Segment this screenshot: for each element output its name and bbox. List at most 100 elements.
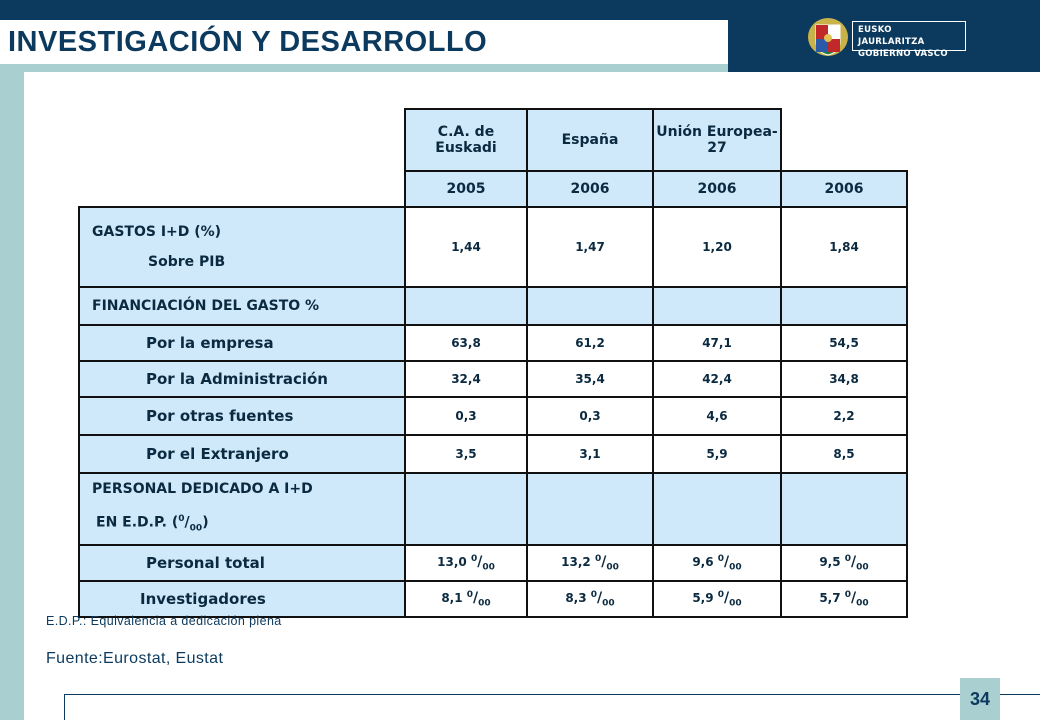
per-mil-sup: 0: [844, 553, 852, 564]
footer-tick: [64, 694, 65, 720]
per-mil-slash: /: [597, 589, 603, 606]
table-corner: [79, 109, 405, 171]
blank-cell: [404, 472, 528, 546]
per-mil-sup: 0: [844, 589, 852, 600]
year-header: 2006: [652, 170, 782, 208]
page-title: INVESTIGACIÓN Y DESARROLLO: [8, 26, 488, 58]
per-mil-slash: /: [601, 553, 607, 570]
table-cell: 13,2 0/00: [526, 544, 654, 582]
header-espana: España: [526, 108, 654, 172]
blank-cell: [404, 286, 528, 326]
table-cell: 35,4: [526, 360, 654, 398]
cell-value: 8,1: [441, 590, 463, 605]
per-mil-slash: /: [724, 589, 730, 606]
table-cell: 34,8: [780, 360, 908, 398]
per-mil-sub: 00: [856, 562, 869, 573]
year-header: 2006: [780, 170, 908, 208]
table-cell: 5,9 0/00: [652, 580, 782, 618]
per-mil-slash: /: [473, 589, 479, 606]
cell-value: 5,9: [692, 590, 714, 605]
blank-cell: [526, 286, 654, 326]
table-cell: 9,5 0/00: [780, 544, 908, 582]
row-label-extranjero: Por el Extranjero: [78, 434, 406, 474]
row-label-personal-total: Personal total: [78, 544, 406, 582]
table-cell: 3,5: [404, 434, 528, 474]
per-mil-sub: 00: [856, 598, 869, 609]
row-label-otras-fuentes: Por otras fuentes: [78, 396, 406, 436]
table-cell: 1,47: [526, 206, 654, 288]
table-corner-2: [79, 171, 405, 207]
row-label-financiacion: FINANCIACIÓN DEL GASTO %: [78, 286, 406, 326]
table-cell: 54,5: [780, 324, 908, 362]
gastos-subtitle: Sobre PIB: [148, 254, 226, 270]
per-mil-slash: /: [851, 553, 857, 570]
personal-subtitle: EN E.D.P. (0/00): [92, 504, 404, 543]
table-cell: 42,4: [652, 360, 782, 398]
per-mil-sub: 00: [482, 562, 495, 573]
table-cell: 32,4: [404, 360, 528, 398]
cell-value: 5,7: [819, 590, 841, 605]
per-mil-sup: 0: [590, 589, 598, 600]
table-cell: 9,6 0/00: [652, 544, 782, 582]
per-mil-sub: 00: [729, 562, 742, 573]
cell-value: 9,6: [692, 554, 714, 569]
per-mil-sub: 00: [606, 562, 619, 573]
left-accent-bar: [0, 72, 24, 720]
per-mil-sub: 00: [729, 598, 742, 609]
year-header: 2005: [404, 170, 528, 208]
title-band: [0, 20, 728, 72]
blank-cell: [780, 472, 908, 546]
per-mil-slash: /: [724, 553, 730, 570]
table-cell: 0,3: [404, 396, 528, 436]
table-cell: 0,3: [526, 396, 654, 436]
logo-line-eusko: EUSKO JAURLARITZA: [858, 25, 925, 47]
table-cell: 8,3 0/00: [526, 580, 654, 618]
per-mil-sup: 0: [470, 553, 478, 564]
footer-rule: [64, 694, 1040, 695]
per-mil-sub: 00: [478, 598, 491, 609]
cell-value: 8,3: [565, 590, 587, 605]
blank-cell: [652, 286, 782, 326]
personal-title: PERSONAL DEDICADO A I+D: [92, 481, 313, 498]
table-cell: 2,2: [780, 396, 908, 436]
row-label-administracion: Por la Administración: [78, 360, 406, 398]
per-mil-sup: 0: [717, 589, 725, 600]
gobierno-vasco-logo: EUSKO JAURLARITZA GOBIERNO VASCO: [806, 16, 966, 59]
per-mil-sub: 00: [602, 598, 615, 609]
title-accent-stripe: [0, 64, 728, 72]
per-mil-slash: /: [851, 589, 857, 606]
blank-cell: [780, 286, 908, 326]
table-cell: 1,44: [404, 206, 528, 288]
table-cell: 61,2: [526, 324, 654, 362]
coat-of-arms-icon: [808, 18, 848, 56]
row-label-gastos: GASTOS I+D (%) Sobre PIB: [78, 206, 406, 288]
per-mil-sup: 0: [178, 514, 185, 525]
page-number-badge: 34: [960, 678, 1000, 720]
row-label-investigadores: Investigadores: [78, 580, 406, 618]
personal-subtitle-text: EN E.D.P. (: [96, 514, 179, 531]
table-cell: 1,84: [780, 206, 908, 288]
per-mil-sub: 00: [189, 523, 203, 534]
table-cell: 8,5: [780, 434, 908, 474]
table-cell: 8,1 0/00: [404, 580, 528, 618]
table-cell: 13,0 0/00: [404, 544, 528, 582]
blank-cell: [652, 472, 782, 546]
rd-data-table: C.A. de Euskadi España Unión Europea-27 …: [78, 108, 908, 618]
header-euskadi: C.A. de Euskadi: [404, 108, 528, 172]
row-label-personal: PERSONAL DEDICADO A I+D EN E.D.P. (0/00): [78, 472, 406, 546]
cell-value: 13,0: [437, 554, 467, 569]
table-cell: 3,1: [526, 434, 654, 474]
table-cell: 47,1: [652, 324, 782, 362]
cell-value: 9,5: [819, 554, 841, 569]
year-header: 2006: [526, 170, 654, 208]
cell-value: 13,2: [561, 554, 591, 569]
table-cell: 5,7 0/00: [780, 580, 908, 618]
logo-text-box: EUSKO JAURLARITZA GOBIERNO VASCO: [852, 21, 966, 59]
source-line: Fuente:Eurostat, Eustat: [46, 650, 224, 667]
table-cell: 4,6: [652, 396, 782, 436]
table-cell: 63,8: [404, 324, 528, 362]
footnote-edp: E.D.P.: Equivalencia a dedicación plena: [46, 614, 282, 628]
row-label-empresa: Por la empresa: [78, 324, 406, 362]
table-cell: 1,20: [652, 206, 782, 288]
logo-line-gobierno: GOBIERNO VASCO: [858, 49, 948, 59]
